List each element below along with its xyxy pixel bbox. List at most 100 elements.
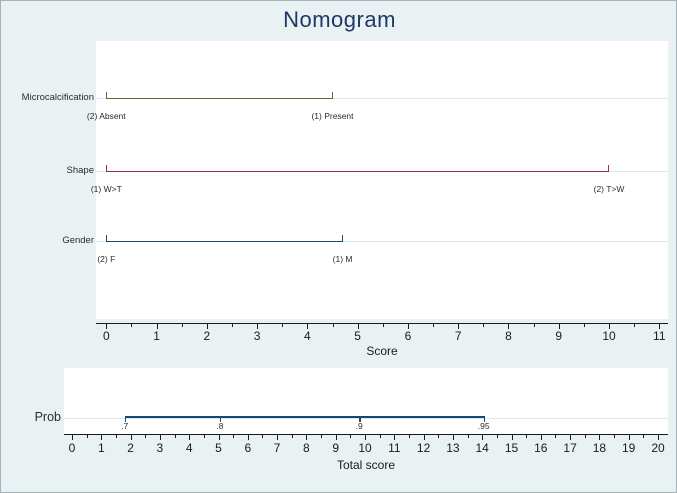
prob-tick-label--95: .95 xyxy=(477,421,490,431)
score-major-tick xyxy=(659,324,661,329)
total-score-axis-title: Total score xyxy=(336,458,396,472)
total-score-minor-tick xyxy=(86,435,88,438)
row-range-bracket-gender xyxy=(106,235,343,242)
row-label-gender: Gender xyxy=(62,235,94,246)
total-score-minor-tick xyxy=(203,435,205,438)
score-major-tick xyxy=(458,324,460,329)
total-score-major-tick xyxy=(159,435,161,440)
total-score-tick-label: 14 xyxy=(475,441,489,455)
score-major-tick xyxy=(407,324,409,329)
total-score-major-tick xyxy=(423,435,425,440)
prob-tick-label--7: .7 xyxy=(121,421,129,431)
score-tick-label: 11 xyxy=(653,329,666,343)
score-minor-tick xyxy=(634,324,636,327)
total-score-minor-tick xyxy=(291,435,293,438)
total-score-minor-tick xyxy=(496,435,498,438)
row-start-label-microcalcification: (2) Absent xyxy=(86,111,126,121)
score-tick-label: 2 xyxy=(203,329,211,343)
total-score-axis-line xyxy=(64,434,668,435)
total-score-tick-label: 4 xyxy=(185,441,193,455)
total-score-tick-label: 11 xyxy=(388,441,401,455)
score-axis-line xyxy=(96,323,668,324)
score-major-tick xyxy=(206,324,208,329)
total-score-minor-tick xyxy=(467,435,469,438)
total-score-minor-tick xyxy=(643,435,645,438)
total-score-tick-label: 7 xyxy=(273,441,281,455)
score-plot-area xyxy=(96,41,668,319)
score-tick-label: 9 xyxy=(555,329,563,343)
total-score-tick-label: 10 xyxy=(358,441,372,455)
prob-tick--8 xyxy=(219,416,222,422)
total-score-tick-label: 9 xyxy=(332,441,340,455)
score-tick-label: 7 xyxy=(454,329,462,343)
score-major-tick xyxy=(609,324,610,329)
prob-tick--7 xyxy=(124,416,127,422)
total-score-minor-tick xyxy=(408,435,410,438)
prob-tick--9 xyxy=(359,416,361,422)
total-score-major-tick xyxy=(277,435,279,440)
score-major-tick xyxy=(156,324,158,329)
score-tick-label: 4 xyxy=(304,329,311,343)
score-major-tick xyxy=(508,324,510,329)
chart-title: Nomogram xyxy=(283,7,396,32)
score-tick-label: 6 xyxy=(404,329,412,343)
row-end-label-gender: (1) M xyxy=(332,254,353,264)
total-score-major-tick xyxy=(628,435,630,440)
total-score-major-tick xyxy=(335,435,337,440)
total-score-minor-tick xyxy=(115,435,117,438)
row-label-microcalcification: Microcalcification xyxy=(21,92,94,103)
prob-tick-label--8: .8 xyxy=(216,421,224,431)
total-score-minor-tick xyxy=(174,435,176,438)
total-score-major-tick xyxy=(218,435,220,440)
score-minor-tick xyxy=(131,324,133,327)
total-score-minor-tick xyxy=(350,435,352,438)
total-score-tick-label: 8 xyxy=(303,441,310,455)
total-score-tick-label: 0 xyxy=(68,441,76,455)
score-major-tick xyxy=(106,324,108,329)
row-label-shape: Shape xyxy=(66,165,94,176)
total-score-minor-tick xyxy=(145,435,147,438)
total-score-tick-label: 19 xyxy=(622,441,636,455)
total-score-tick-label: 15 xyxy=(504,441,519,455)
score-tick-label: 8 xyxy=(505,329,512,343)
total-score-major-tick xyxy=(72,435,73,440)
total-score-tick-label: 12 xyxy=(416,441,431,455)
total-score-tick-label: 13 xyxy=(446,441,460,455)
score-minor-tick xyxy=(483,324,485,327)
score-minor-tick xyxy=(583,324,585,327)
score-minor-tick xyxy=(282,324,284,327)
total-score-minor-tick xyxy=(233,435,235,438)
score-tick-label: 3 xyxy=(253,329,261,343)
score-minor-tick xyxy=(533,324,535,327)
total-score-minor-tick xyxy=(614,435,616,438)
total-score-tick-label: 2 xyxy=(127,441,134,455)
row-grid-line-microcalcification xyxy=(96,98,668,99)
score-minor-tick xyxy=(433,324,435,327)
total-score-tick-label: 3 xyxy=(156,441,164,455)
score-minor-tick xyxy=(231,324,233,327)
score-axis-title: Score xyxy=(366,344,398,358)
row-start-label-shape: (1) W>T xyxy=(90,184,122,194)
score-tick-label: 5 xyxy=(354,329,361,343)
total-score-major-tick xyxy=(511,435,513,440)
total-score-major-tick xyxy=(658,435,659,440)
total-score-major-tick xyxy=(570,435,572,440)
total-score-major-tick xyxy=(130,435,132,440)
row-range-bracket-microcalcification xyxy=(106,92,333,99)
total-score-major-tick xyxy=(101,435,103,440)
score-tick-label: 1 xyxy=(153,329,160,343)
row-end-label-shape: (2) T>W xyxy=(593,184,625,194)
prob-tick-label--9: .9 xyxy=(355,421,363,431)
score-minor-tick xyxy=(382,324,384,327)
row-end-label-microcalcification: (1) Present xyxy=(311,111,354,121)
score-major-tick xyxy=(558,324,560,329)
total-score-minor-tick xyxy=(438,435,440,438)
total-score-minor-tick xyxy=(584,435,586,438)
score-minor-tick xyxy=(332,324,334,327)
score-tick-label: 10 xyxy=(602,329,616,343)
total-score-tick-label: 5 xyxy=(215,441,222,455)
total-score-minor-tick xyxy=(379,435,381,438)
prob-plot-area xyxy=(64,368,668,434)
prob-tick--95 xyxy=(483,416,486,422)
